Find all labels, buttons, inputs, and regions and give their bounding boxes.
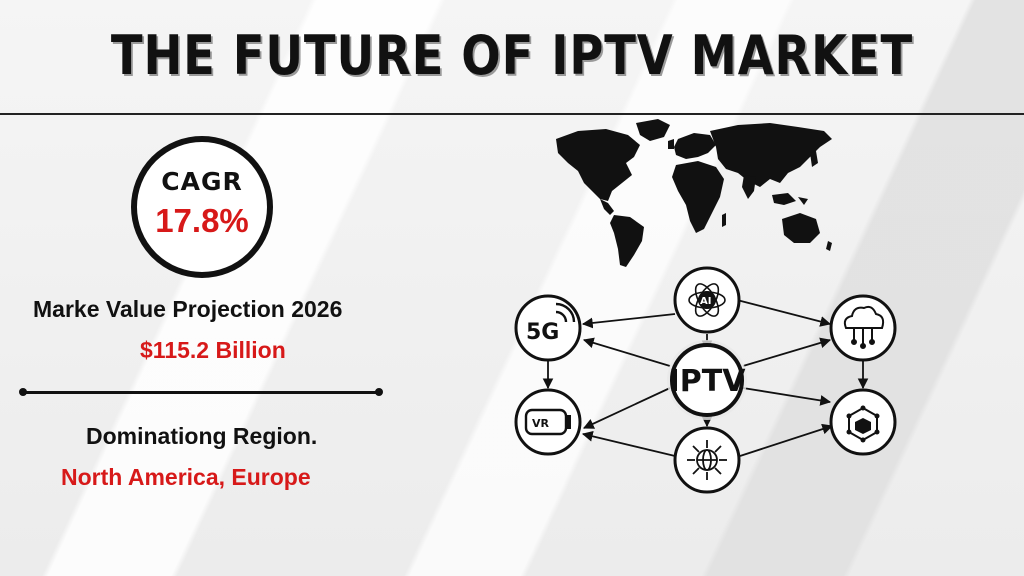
vr-headset-icon: VR bbox=[524, 408, 571, 436]
cagr-value: 17.8% bbox=[155, 202, 249, 239]
node-ai: AI bbox=[673, 266, 741, 334]
iptv-network-diagram: 5G AI IPTV bbox=[514, 266, 897, 494]
node-5g: 5G bbox=[514, 294, 582, 362]
connector-iptv-vr bbox=[583, 387, 671, 429]
title-divider bbox=[0, 113, 1024, 115]
connector-globe-vr bbox=[581, 431, 676, 457]
node-ai-label: AI bbox=[700, 296, 711, 307]
connector-ai-cloud bbox=[736, 299, 832, 327]
connector-globe-cube bbox=[739, 423, 834, 457]
node-cloud bbox=[829, 294, 897, 362]
market-value-amount: $115.2 Billion bbox=[140, 337, 286, 363]
page-title: THE FUTURE OF IPTV MARKET bbox=[110, 24, 914, 87]
connector-ai-5g bbox=[581, 313, 676, 329]
iptv-hub-label: IPTV bbox=[669, 364, 747, 399]
connector-iptv-cloud bbox=[742, 337, 832, 367]
connector-iptv-5g bbox=[582, 337, 671, 367]
section-divider bbox=[19, 388, 383, 396]
ai-chip-icon: AI bbox=[688, 283, 726, 317]
node-5g-label: 5G bbox=[526, 320, 559, 345]
cagr-label: CAGR bbox=[161, 167, 243, 196]
cagr-badge: CAGR 17.8% bbox=[131, 136, 273, 278]
globe-network-icon bbox=[687, 440, 727, 480]
market-value-label: Marke Value Projection 2026 bbox=[33, 296, 343, 322]
5g-wifi-icon bbox=[555, 302, 576, 323]
node-vr: VR bbox=[514, 388, 582, 456]
node-vr-label: VR bbox=[532, 417, 550, 430]
node-cube bbox=[829, 388, 897, 456]
region-value: North America, Europe bbox=[61, 464, 311, 490]
blockchain-cube-icon bbox=[846, 405, 880, 443]
node-globe bbox=[673, 426, 741, 494]
cloud-network-icon bbox=[843, 305, 885, 349]
connector-iptv-cube bbox=[742, 387, 832, 406]
region-label: Dominationg Region. bbox=[86, 423, 318, 449]
node-iptv-hub: IPTV bbox=[667, 340, 747, 420]
world-map-icon bbox=[556, 119, 832, 267]
